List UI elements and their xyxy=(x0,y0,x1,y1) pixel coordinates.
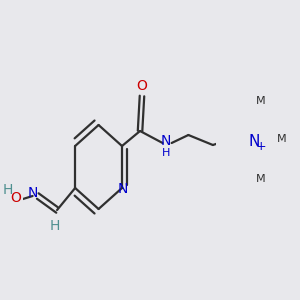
Text: H: H xyxy=(162,148,170,158)
Text: N: N xyxy=(118,182,128,196)
Text: H: H xyxy=(3,183,13,197)
Text: M: M xyxy=(256,96,266,106)
Text: H: H xyxy=(49,219,60,233)
Text: N: N xyxy=(160,134,171,148)
Text: M: M xyxy=(256,174,266,184)
Text: M: M xyxy=(277,134,286,144)
Text: +: + xyxy=(256,140,266,154)
Text: O: O xyxy=(10,191,21,205)
Text: N: N xyxy=(27,186,38,200)
Text: O: O xyxy=(136,79,147,93)
Text: N: N xyxy=(248,134,260,148)
